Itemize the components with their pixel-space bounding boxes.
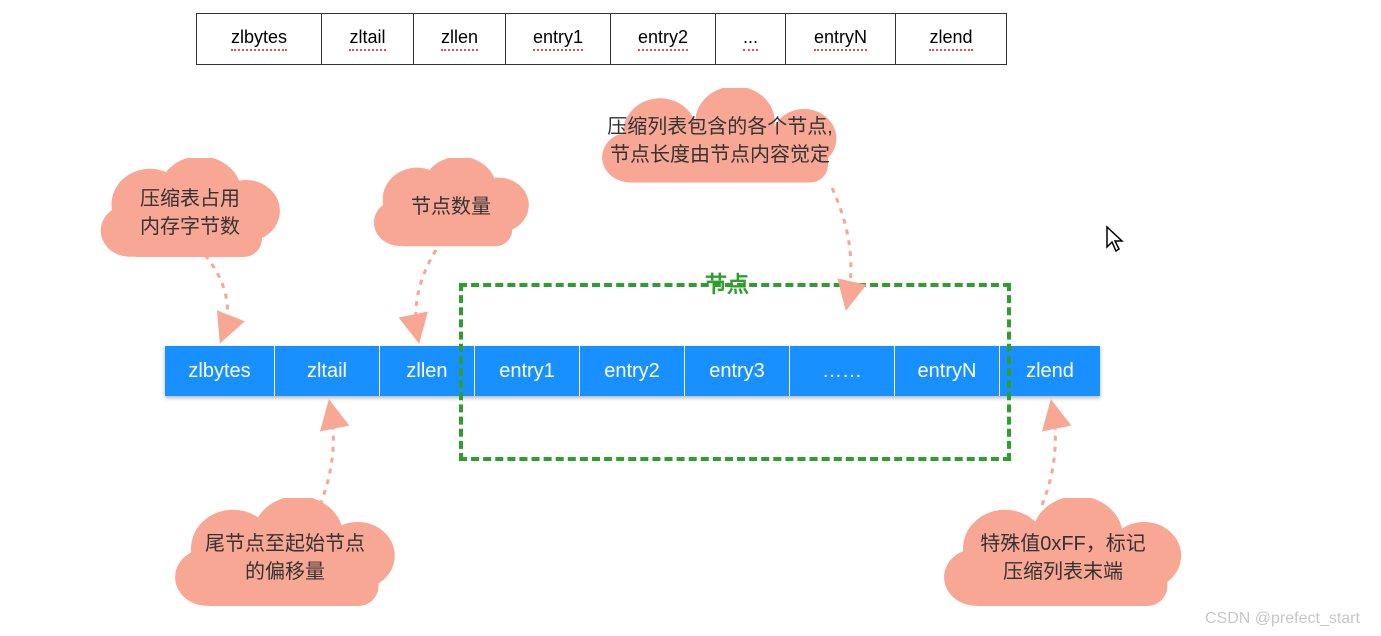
- cloud-zlbytes-desc: 压缩表占用内存字节数: [90, 158, 290, 268]
- cloud-zlend-desc: 特殊值0xFF，标记压缩列表末端: [918, 498, 1208, 618]
- cloud-zltail-desc: 尾节点至起始节点的偏移量: [155, 498, 415, 618]
- cloud-text: 尾节点至起始节点的偏移量: [155, 498, 415, 618]
- cloud-text: 节点数量: [366, 158, 536, 256]
- cloud-zllen-desc: 节点数量: [366, 158, 536, 256]
- arrow: [320, 405, 333, 505]
- arrow: [832, 188, 851, 305]
- cloud-text: 特殊值0xFF，标记压缩列表末端: [918, 498, 1208, 618]
- arrow: [1042, 405, 1055, 505]
- arrow: [416, 250, 436, 338]
- cloud-text: 压缩列表包含的各个节点,节点长度由节点内容觉定: [570, 88, 870, 193]
- cloud-text: 压缩表占用内存字节数: [90, 158, 290, 268]
- mouse-cursor-icon: [1105, 225, 1125, 253]
- cloud-entries-desc: 压缩列表包含的各个节点,节点长度由节点内容觉定: [570, 88, 870, 193]
- watermark-text: CSDN @prefect_start: [1205, 610, 1360, 628]
